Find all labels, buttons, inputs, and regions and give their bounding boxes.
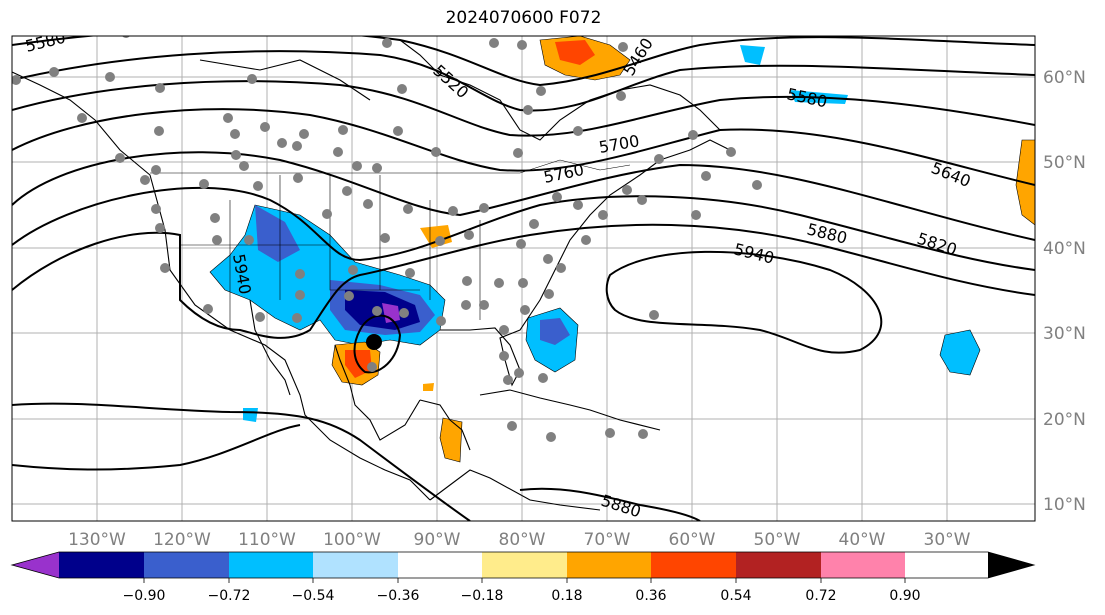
negative-anomaly-region [209, 45, 981, 422]
colorbar-segment [821, 552, 905, 578]
colorbar: −0.90 −0.72 −0.54 −0.36 −0.18 0.18 0.36 … [10, 551, 1036, 604]
contour-label: 5520 [429, 61, 472, 102]
lon-label: 70°W [584, 530, 631, 550]
colorbar-segment [482, 552, 567, 578]
lon-label: 100°W [323, 530, 381, 550]
colorbar-segment [229, 552, 313, 578]
lon-label: 80°W [499, 530, 546, 550]
colorbar-tick-label: 0.72 [805, 588, 836, 604]
lon-label: 60°W [669, 530, 716, 550]
lat-label: 10°N [1043, 495, 1086, 515]
colorbar-segment [59, 552, 144, 578]
colorbar-segment [144, 552, 229, 578]
colorbar-tick-label: 0.36 [635, 588, 666, 604]
lat-label: 50°N [1043, 153, 1086, 173]
lon-label: 40°W [839, 530, 886, 550]
colorbar-segment [12, 552, 59, 578]
longitude-labels: 130°W 120°W 110°W 100°W 90°W 80°W 70°W 6… [68, 530, 971, 550]
colorbar-tick-label: −0.72 [208, 588, 251, 604]
colorbar-tick-label: −0.36 [377, 588, 420, 604]
contour-label: 5880 [599, 491, 644, 522]
lat-label: 40°N [1043, 239, 1086, 259]
contour-label: 5580 [785, 84, 829, 111]
lat-label: 20°N [1043, 410, 1086, 430]
colorbar-tick-label: 0.18 [551, 588, 582, 604]
colorbar-tick-label: −0.90 [123, 588, 166, 604]
contour-label: 5580 [23, 28, 67, 56]
lon-label: 50°W [754, 530, 801, 550]
colorbar-tick-label: 0.54 [720, 588, 751, 604]
lon-label: 130°W [68, 530, 126, 550]
colorbar-segment [313, 552, 398, 578]
map-title: 2024070600 F072 [445, 8, 602, 28]
latitude-labels: 60°N 50°N 40°N 30°N 20°N 10°N [1043, 68, 1086, 515]
colorbar-tick-label: −0.54 [292, 588, 335, 604]
lon-label: 90°W [414, 530, 461, 550]
lat-label: 30°N [1043, 324, 1086, 344]
height-contours [12, 36, 1035, 521]
colorbar-segment [567, 552, 651, 578]
map-frame [11, 35, 1036, 522]
storm-center-marker [366, 334, 382, 350]
contour-label: 5940 [732, 239, 776, 267]
lon-label: 110°W [238, 530, 296, 550]
station-markers [12, 36, 762, 442]
contour-label: 5820 [915, 229, 960, 260]
lon-label: 30°W [924, 530, 971, 550]
colorbar-tick-label: −0.18 [461, 588, 504, 604]
lon-label: 120°W [153, 530, 211, 550]
colorbar-segment [651, 552, 736, 578]
positive-anomaly-region [331, 36, 1035, 463]
map-area: 5580 5520 5460 5580 5700 5760 5640 5880 … [12, 28, 1035, 522]
colorbar-tick-label: 0.90 [889, 588, 920, 604]
colorbar-segment [736, 552, 821, 578]
colorbar-segment [988, 552, 1034, 578]
lat-label: 60°N [1043, 68, 1086, 88]
colorbar-segment [398, 552, 482, 578]
